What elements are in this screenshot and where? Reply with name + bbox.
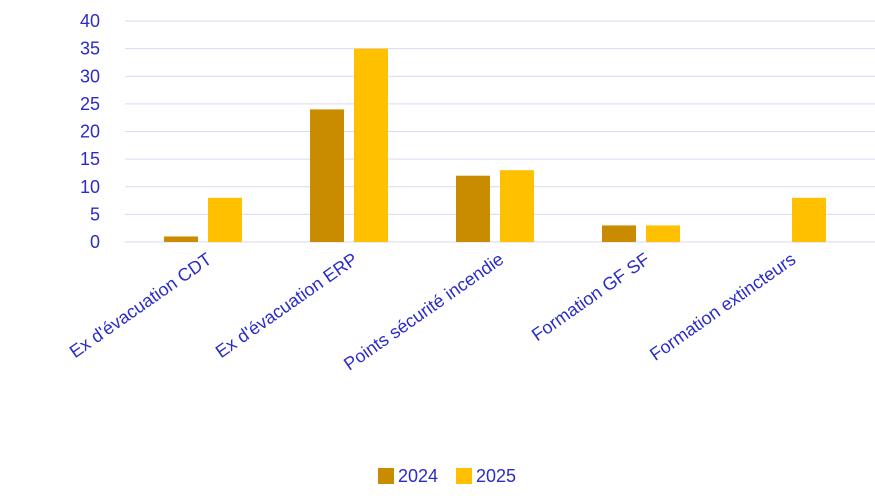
bar-2024-4	[602, 225, 636, 242]
x-tick-label: Formation GF SF	[528, 249, 653, 345]
legend-label-2024: 2024	[398, 466, 438, 486]
legend-swatch-2025	[456, 468, 472, 484]
legend-swatch-2024	[378, 468, 394, 484]
x-tick-label: Ex d'évacuation CDT	[66, 249, 216, 362]
bar-2025-2	[354, 48, 388, 242]
y-tick-label: 25	[80, 94, 100, 114]
gridlines	[125, 20, 875, 243]
bar-2025-4	[646, 225, 680, 242]
bar-2025-5	[792, 197, 826, 242]
bar-2024-1	[164, 236, 198, 242]
y-tick-label: 15	[80, 149, 100, 169]
bar-2024-2	[310, 109, 344, 243]
x-tick-label: Formation extincteurs	[646, 249, 799, 365]
x-tick-label: Ex d'évacuation ERP	[212, 249, 362, 362]
bar-2025-3	[500, 170, 534, 242]
legend: 2024 2025	[378, 466, 516, 486]
y-axis-ticks: 0 5 10 15 20 25 30 35 40	[80, 11, 100, 252]
y-tick-label: 20	[80, 122, 100, 142]
y-tick-label: 40	[80, 11, 100, 31]
bar-2025-1	[208, 197, 242, 242]
y-tick-label: 35	[80, 39, 100, 59]
y-tick-label: 30	[80, 66, 100, 86]
bars	[164, 48, 826, 243]
y-tick-label: 10	[80, 177, 100, 197]
x-tick-label: Points sécurité incendie	[340, 249, 507, 374]
y-tick-label: 5	[90, 204, 100, 224]
legend-label-2025: 2025	[476, 466, 516, 486]
bar-2024-3	[456, 175, 490, 242]
y-tick-label: 0	[90, 232, 100, 252]
